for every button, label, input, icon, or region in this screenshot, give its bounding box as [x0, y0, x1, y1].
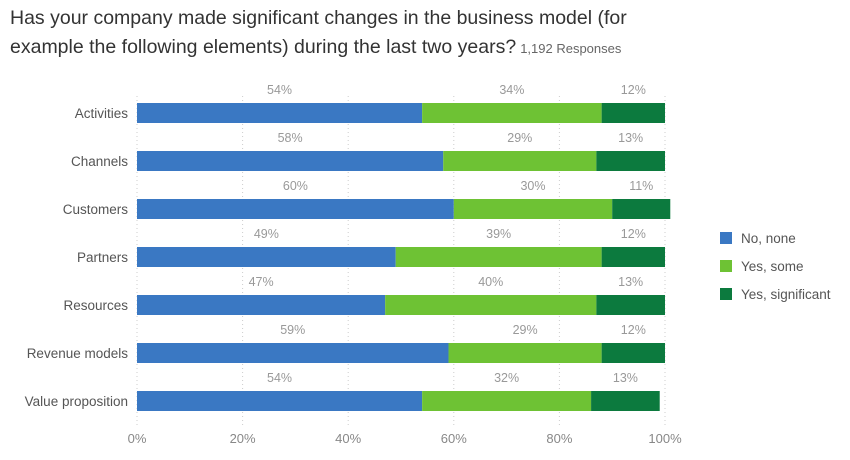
bar-segment-yes-significant[interactable] [601, 343, 665, 363]
bar-segment-yes-some[interactable] [395, 247, 602, 267]
x-tick-label: 60% [441, 431, 467, 446]
category-label: Channels [71, 154, 128, 169]
legend-item-no-none[interactable]: No, none [720, 224, 831, 252]
responses-count: 1,192 Responses [520, 41, 622, 56]
data-label: 13% [613, 371, 638, 385]
chart-title: Has your company made significant change… [10, 4, 840, 63]
legend-swatch [720, 232, 732, 244]
legend-label: Yes, some [741, 258, 804, 274]
data-label: 49% [254, 227, 279, 241]
bar-segment-no-none[interactable] [137, 103, 423, 123]
bar-segment-yes-significant[interactable] [612, 199, 671, 219]
axis-layer: 0% 20% 40% 60% 80% 100% Activities Channels Cust… [25, 106, 682, 446]
bar-segment-yes-significant[interactable] [601, 103, 665, 123]
legend-swatch [720, 288, 732, 300]
title-line-1: Has your company made significant change… [10, 7, 627, 29]
bar-segment-yes-significant[interactable] [596, 295, 665, 315]
data-label: 12% [621, 227, 646, 241]
bar-segment-yes-some[interactable] [443, 151, 597, 171]
bar-segment-yes-significant[interactable] [596, 151, 665, 171]
category-label: Revenue models [27, 346, 129, 361]
data-label: 47% [249, 275, 274, 289]
bar-segment-no-none[interactable] [137, 295, 386, 315]
data-label: 58% [278, 131, 303, 145]
data-label: 13% [618, 131, 643, 145]
x-tick-label: 80% [546, 431, 572, 446]
category-label: Value proposition [25, 394, 128, 409]
legend-label: No, none [741, 230, 796, 246]
bar-segment-no-none[interactable] [137, 391, 423, 411]
x-tick-label: 0% [128, 431, 147, 446]
bar-segment-yes-some[interactable] [448, 343, 602, 363]
legend-label: Yes, significant [741, 286, 831, 302]
bar-segment-yes-some[interactable] [422, 103, 602, 123]
data-label: 11% [629, 179, 653, 193]
data-label: 12% [621, 323, 646, 337]
bar-segment-no-none[interactable] [137, 343, 449, 363]
legend-swatch [720, 260, 732, 272]
bar-segment-yes-significant[interactable] [591, 391, 660, 411]
data-label: 54% [267, 83, 292, 97]
category-label: Partners [77, 250, 128, 265]
bar-segment-yes-some[interactable] [385, 295, 597, 315]
data-label: 29% [507, 131, 532, 145]
data-label: 12% [621, 83, 646, 97]
bar-segment-no-none[interactable] [137, 151, 444, 171]
legend-item-yes-some[interactable]: Yes, some [720, 252, 831, 280]
bar-segment-yes-some[interactable] [453, 199, 613, 219]
bar-segment-yes-some[interactable] [422, 391, 592, 411]
data-label: 34% [499, 83, 524, 97]
labels-layer: 54% 34% 12% 58% 29% 13% 60% 30% 11% 49% 39% 12% 47% 4… [249, 83, 654, 385]
category-label: Customers [63, 202, 129, 217]
bars-layer [137, 103, 671, 411]
data-label: 32% [494, 371, 519, 385]
x-tick-label: 100% [648, 431, 682, 446]
x-tick-label: 40% [335, 431, 361, 446]
bar-segment-yes-significant[interactable] [601, 247, 665, 267]
category-label: Resources [63, 298, 128, 313]
legend: No, none Yes, some Yes, significant [720, 224, 831, 308]
category-label: Activities [75, 106, 129, 121]
data-label: 54% [267, 371, 292, 385]
data-label: 13% [618, 275, 643, 289]
data-label: 40% [478, 275, 503, 289]
data-label: 59% [280, 323, 305, 337]
legend-item-yes-significant[interactable]: Yes, significant [720, 280, 831, 308]
data-label: 30% [520, 179, 545, 193]
bar-segment-no-none[interactable] [137, 199, 454, 219]
data-label: 60% [283, 179, 308, 193]
data-label: 29% [513, 323, 538, 337]
title-line-2: example the following elements) during t… [10, 36, 517, 58]
bar-segment-no-none[interactable] [137, 247, 396, 267]
data-label: 39% [486, 227, 511, 241]
x-tick-label: 20% [230, 431, 256, 446]
